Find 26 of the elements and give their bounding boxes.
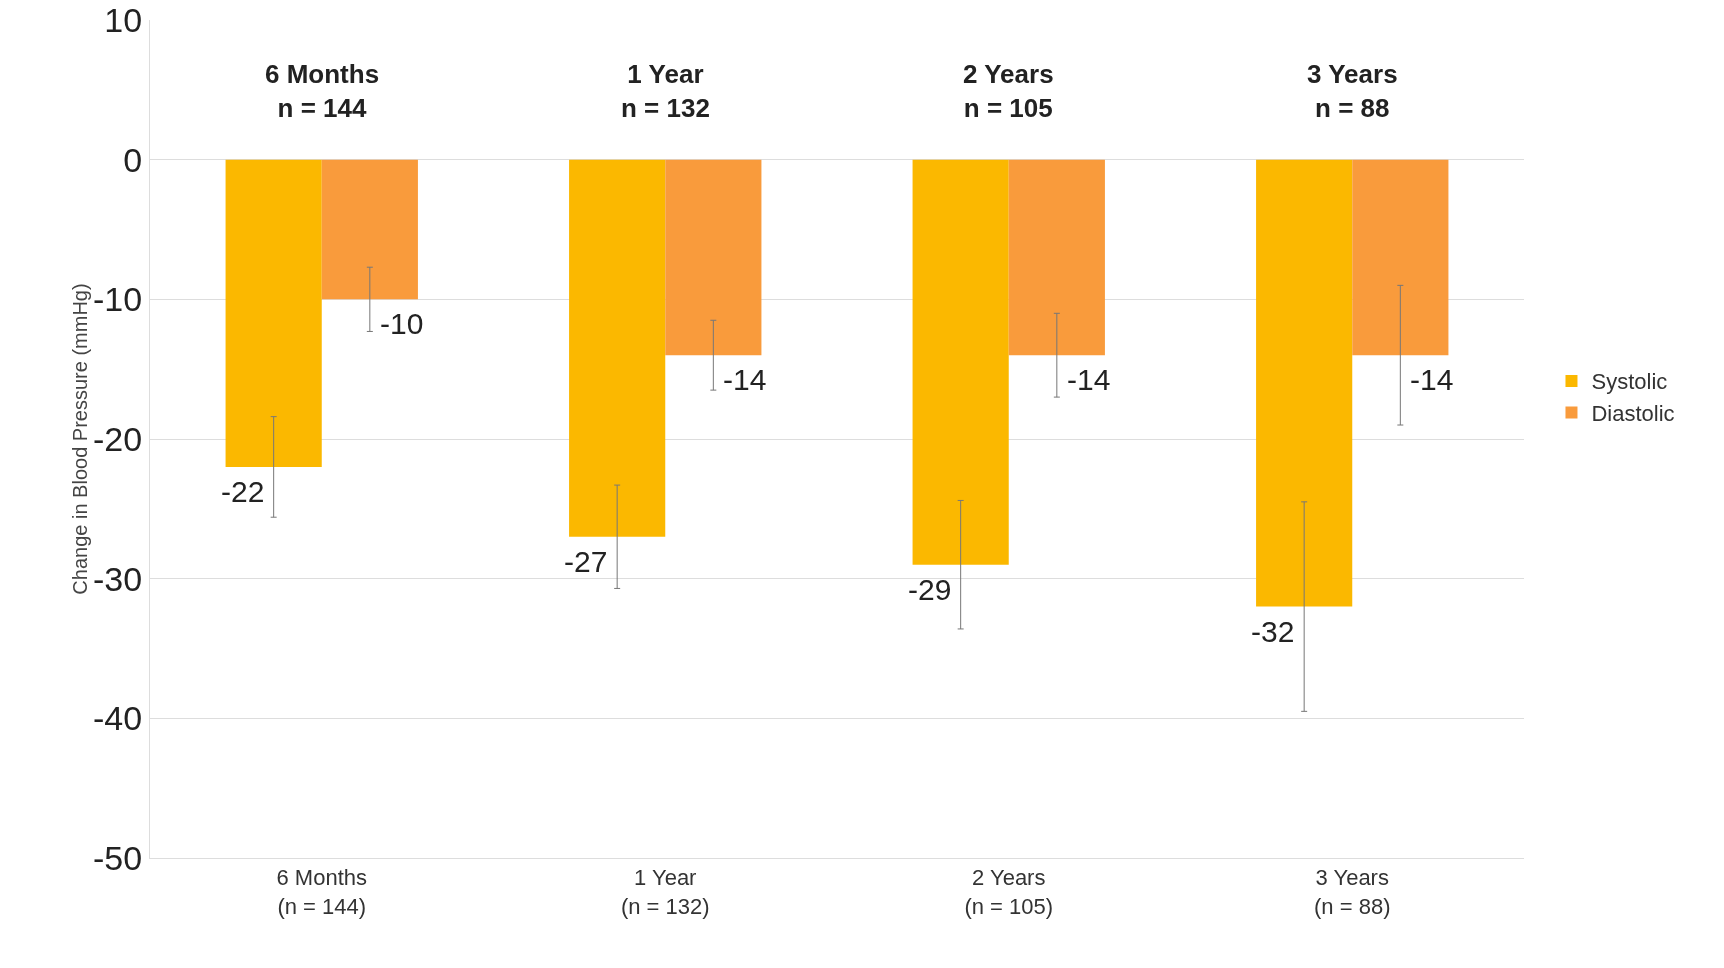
data-label: -22 (221, 475, 265, 508)
x-tick-label: 2 Years (n = 105) (964, 865, 1054, 919)
y-tick-label: -30 (93, 559, 143, 598)
data-label: -14 (1410, 363, 1454, 396)
data-label: -27 (564, 545, 608, 578)
y-tick-label: -40 (93, 699, 143, 738)
y-axis-title: Change in Blood Pressure (mmHg) (69, 283, 92, 595)
y-tick-label: -10 (93, 280, 143, 319)
x-tick-label: 1 Year (n = 132) (620, 865, 710, 919)
annotation: 1 Year n = 132 (621, 59, 710, 123)
y-tick-label: -20 (93, 419, 143, 458)
y-tick-label: -50 (93, 838, 143, 877)
data-label: -29 (908, 573, 952, 606)
annotation: 6 Months n = 144 (265, 59, 380, 123)
legend-label: Systolic (1591, 369, 1668, 395)
annotation: 2 Years n = 105 (963, 59, 1054, 123)
annotation: 3 Years n = 88 (1307, 59, 1398, 123)
y-tick-label: 0 (123, 140, 143, 179)
data-label: -14 (1067, 363, 1111, 396)
y-tick-label: 10 (104, 0, 143, 39)
x-tick-label: 6 Months (n = 144) (276, 865, 367, 919)
data-label: -32 (1251, 615, 1295, 648)
x-tick-label: 3 Years (n = 88) (1314, 865, 1391, 919)
data-label: -14 (723, 363, 767, 396)
legend-label: Diastolic (1591, 401, 1675, 427)
data-label: -10 (380, 307, 424, 340)
